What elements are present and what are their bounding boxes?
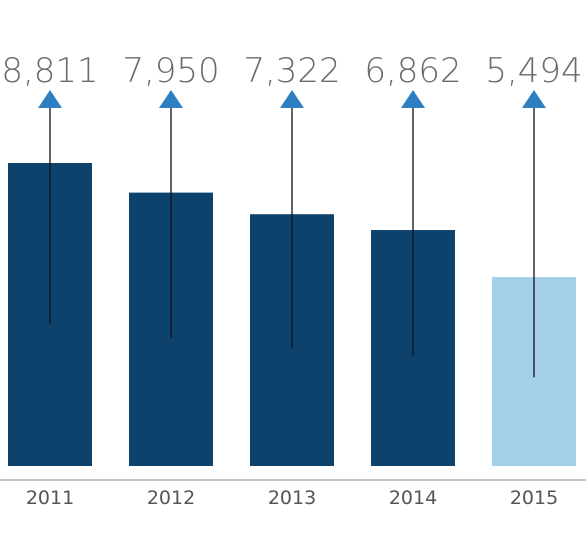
- arrow-2012: [159, 90, 183, 108]
- value-label-2014: 6,862: [364, 51, 461, 91]
- arrow-2013: [280, 90, 304, 108]
- value-label-2013: 7,322: [243, 51, 340, 91]
- value-label-2012: 7,950: [122, 51, 219, 91]
- arrow-2014: [401, 90, 425, 108]
- x-tick-label-2014: 2014: [389, 487, 437, 509]
- value-labels-group: 8,811 7,950 7,322 6,862 5,494: [1, 51, 582, 91]
- leader-lines-group: [49, 106, 535, 378]
- x-tick-label-2012: 2012: [147, 487, 195, 509]
- value-label-2015: 5,494: [485, 51, 582, 91]
- x-tick-label-2011: 2011: [26, 487, 74, 509]
- tick-labels-group: 2011 2012 2013 2014 2015: [26, 487, 558, 509]
- arrow-2015: [522, 90, 546, 108]
- arrows-group: [38, 90, 546, 108]
- x-tick-label-2015: 2015: [510, 487, 558, 509]
- arrow-2011: [38, 90, 62, 108]
- value-label-2011: 8,811: [1, 51, 98, 91]
- x-tick-label-2013: 2013: [268, 487, 316, 509]
